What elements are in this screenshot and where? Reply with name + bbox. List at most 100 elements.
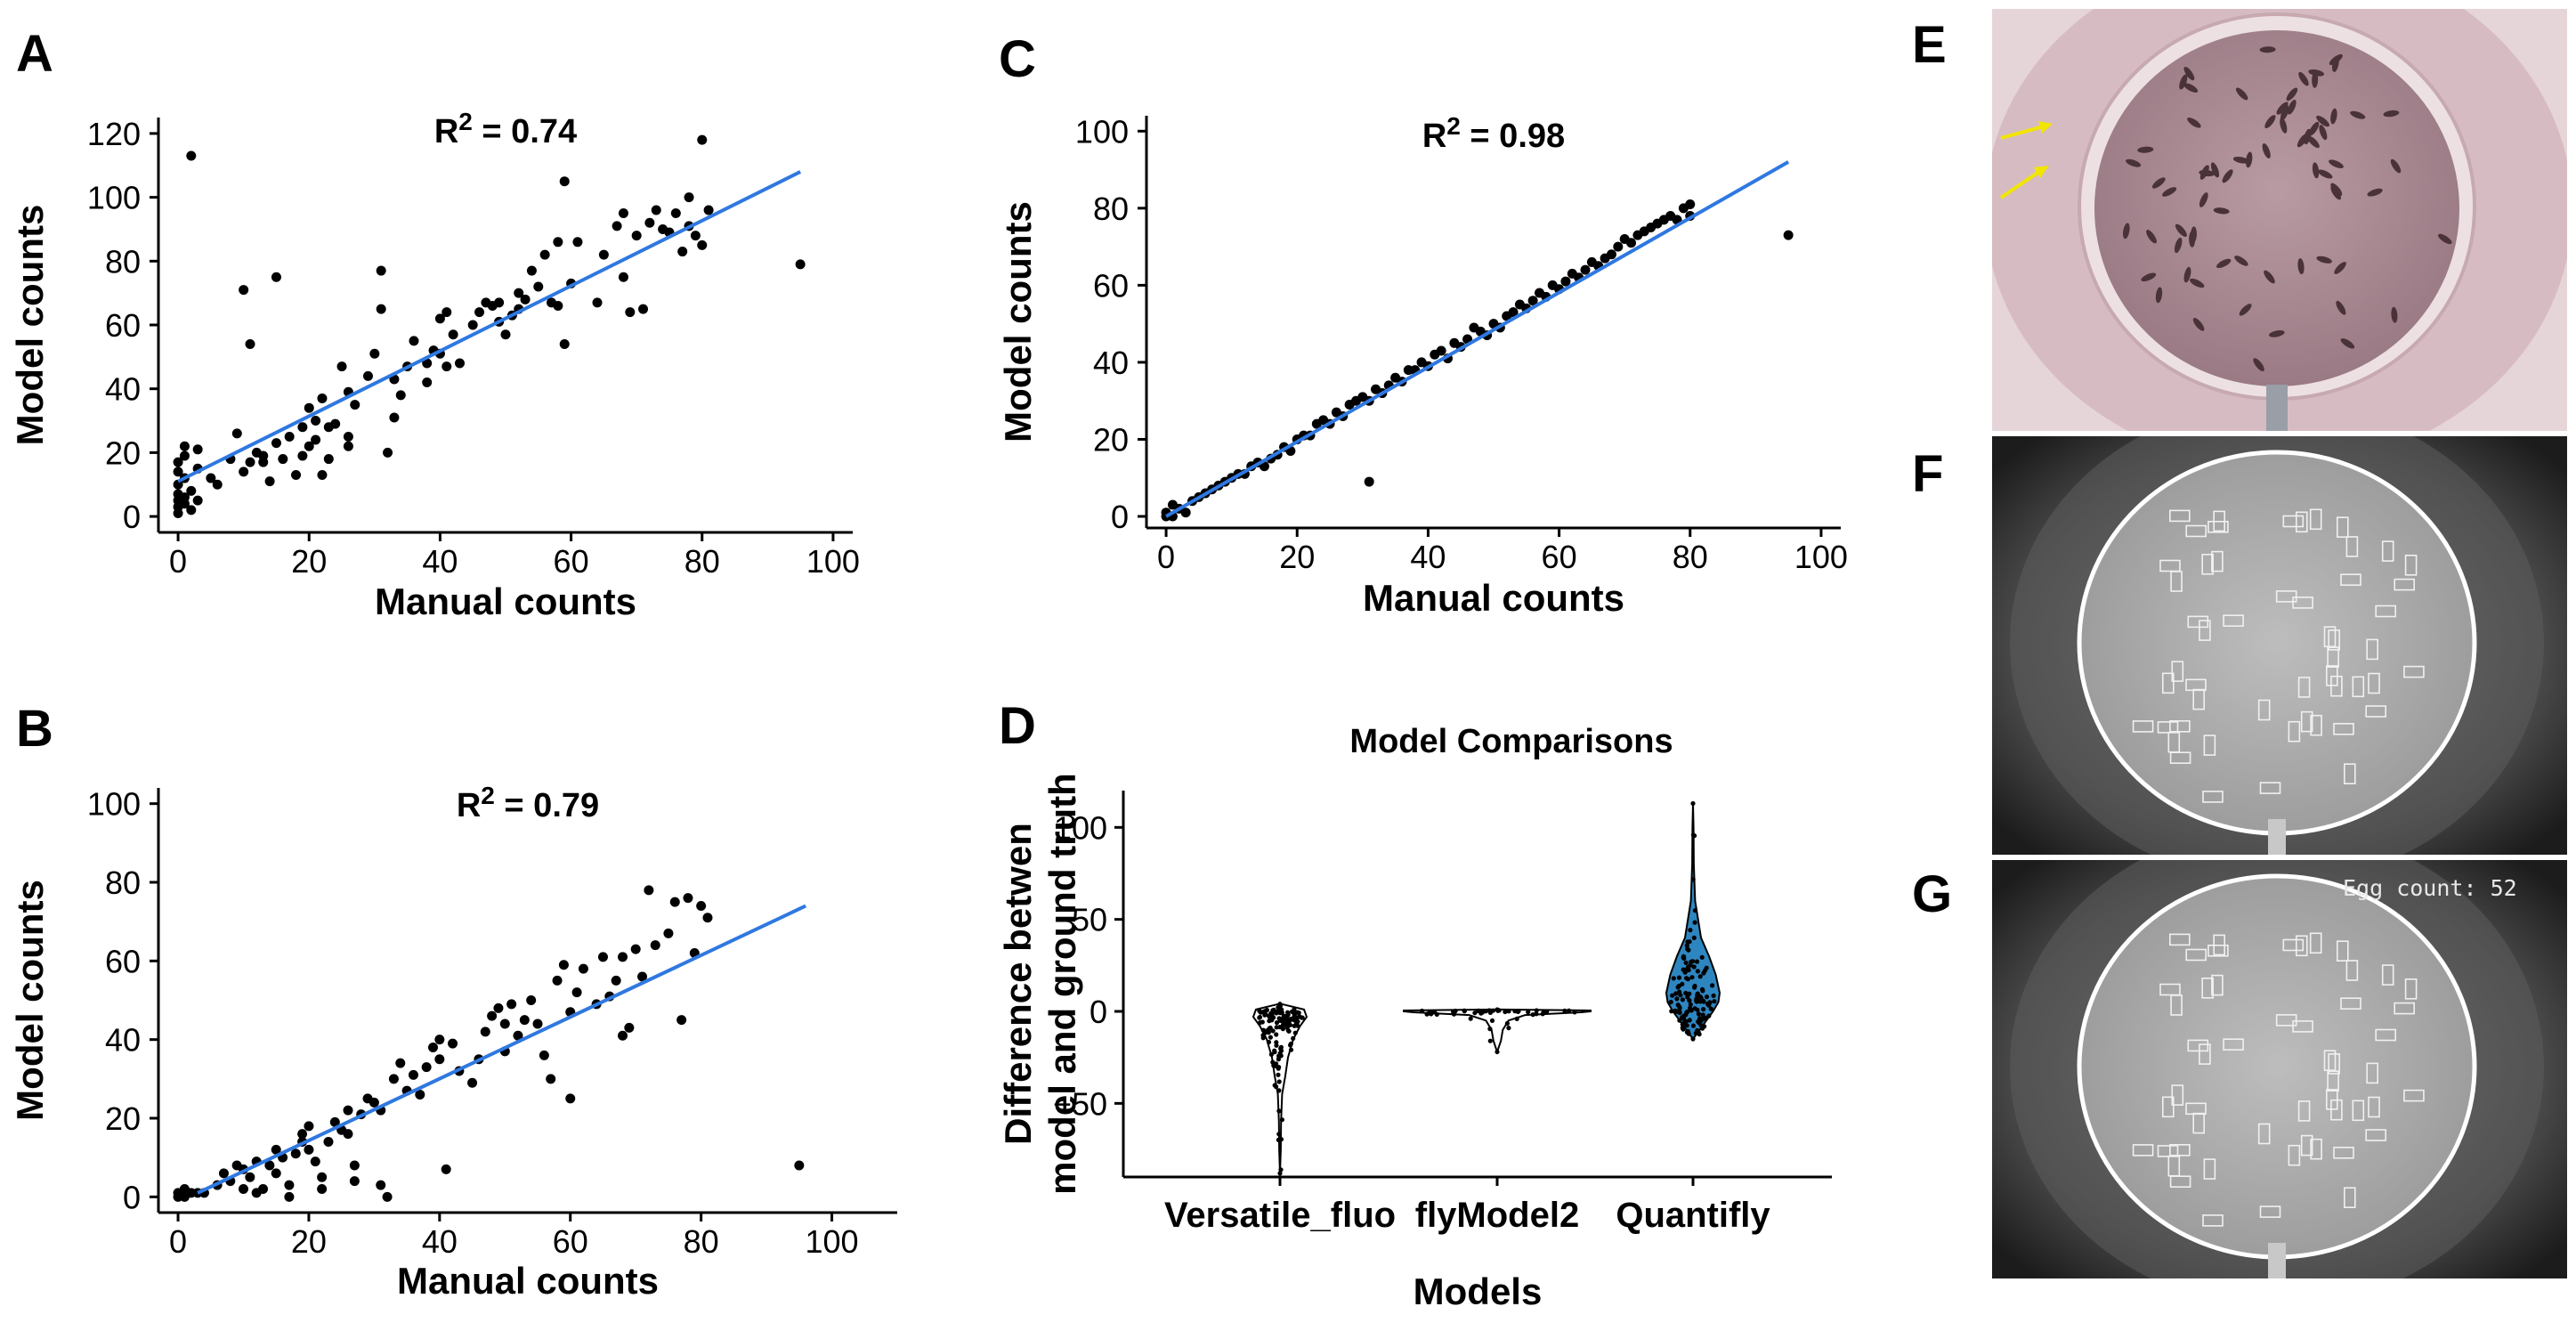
detection-box — [2223, 1038, 2244, 1051]
data-point — [258, 450, 269, 461]
data-point — [1708, 1006, 1713, 1011]
data-point — [1695, 1007, 1700, 1012]
data-point — [1276, 1057, 1281, 1062]
detection-box — [2282, 938, 2305, 952]
detection-box — [2309, 932, 2322, 954]
detection-box — [2366, 1062, 2378, 1084]
detection-box — [2344, 763, 2356, 785]
detection-box — [2296, 935, 2308, 957]
data-point — [500, 329, 511, 340]
detection-box — [2202, 791, 2224, 803]
egg-mark — [2199, 165, 2209, 180]
data-point — [1701, 1007, 1706, 1012]
r-squared-label: R2 = 0.98 — [1422, 112, 1565, 155]
detection-box — [2201, 553, 2214, 575]
egg-mark — [2183, 83, 2199, 93]
egg-mark — [2175, 223, 2187, 237]
x-tick-label: 80 — [1673, 539, 1708, 575]
egg-mark — [2216, 258, 2232, 269]
r-squared-symbol: R — [434, 113, 458, 150]
x-tick-label: 100 — [1794, 539, 1848, 575]
data-point — [1504, 1020, 1510, 1027]
data-point — [1274, 1020, 1280, 1026]
data-point — [1287, 1022, 1292, 1027]
data-point — [206, 473, 216, 483]
data-point — [323, 454, 334, 465]
data-point — [1691, 964, 1697, 970]
data-point — [519, 1015, 530, 1026]
data-point — [310, 1157, 320, 1167]
data-point — [690, 231, 701, 241]
data-point — [1274, 1084, 1279, 1090]
egg-mark — [2438, 233, 2452, 245]
data-point — [539, 249, 550, 260]
data-point — [1540, 1011, 1545, 1017]
detection-box — [2171, 661, 2184, 682]
data-point — [1696, 1011, 1701, 1017]
data-point — [663, 928, 674, 938]
data-point — [1282, 1013, 1288, 1019]
data-point — [245, 457, 255, 467]
egg-mark — [2151, 177, 2166, 189]
detection-box — [2199, 620, 2211, 641]
x-axis-label: Manual counts — [375, 580, 636, 622]
data-point — [1626, 238, 1637, 248]
y-tick-label: 100 — [1075, 113, 1129, 150]
data-point — [1527, 296, 1538, 306]
data-point — [239, 467, 249, 477]
data-point — [1278, 1046, 1284, 1051]
data-point — [631, 231, 642, 241]
detection-box — [2288, 1144, 2301, 1166]
data-point — [448, 329, 458, 340]
data-point — [290, 1148, 301, 1159]
data-point — [612, 221, 622, 231]
data-point — [1468, 1016, 1473, 1021]
egg-mark — [2390, 158, 2402, 174]
data-point — [1697, 1020, 1702, 1026]
data-point — [1686, 1031, 1691, 1036]
detection-box — [2162, 672, 2175, 694]
detection-box — [2292, 597, 2313, 609]
data-point — [1711, 993, 1716, 998]
data-point — [1697, 1016, 1703, 1021]
detection-box — [2328, 629, 2340, 651]
x-axis-label: Models — [1414, 1270, 1543, 1312]
y-tick-label: 40 — [105, 1022, 141, 1059]
data-point — [349, 1160, 360, 1171]
data-point — [304, 441, 314, 451]
data-point — [1276, 1137, 1281, 1142]
data-point — [1684, 943, 1689, 948]
detection-box — [2375, 605, 2396, 618]
data-point — [291, 469, 302, 480]
detection-box — [2257, 699, 2271, 721]
data-point — [1701, 970, 1706, 976]
detection-box — [2344, 1187, 2356, 1208]
data-point — [1680, 981, 1685, 986]
data-point — [1514, 1016, 1519, 1021]
data-point — [1295, 1023, 1300, 1028]
egg-mark — [2329, 53, 2343, 66]
data-point — [422, 358, 433, 369]
data-point — [644, 885, 654, 896]
data-point — [1669, 1009, 1674, 1014]
data-point — [173, 457, 183, 467]
egg-mark — [2316, 115, 2330, 127]
detection-box — [2170, 994, 2183, 1016]
egg-mark — [2297, 258, 2305, 275]
data-point — [336, 361, 347, 372]
data-point — [514, 288, 524, 298]
egg-mark — [2190, 278, 2205, 288]
detection-box — [2352, 676, 2365, 698]
data-point — [284, 1191, 295, 1202]
data-point — [1512, 1009, 1518, 1014]
data-point — [1707, 1000, 1713, 1005]
data-point — [1276, 1066, 1281, 1071]
data-point — [1670, 993, 1675, 998]
data-point — [271, 1168, 281, 1179]
data-point — [271, 438, 281, 449]
egg-mark — [2350, 110, 2366, 119]
data-point — [231, 428, 242, 439]
egg-mark — [2234, 256, 2248, 266]
egg-mark — [2222, 169, 2233, 183]
detection-box — [2203, 1158, 2216, 1180]
